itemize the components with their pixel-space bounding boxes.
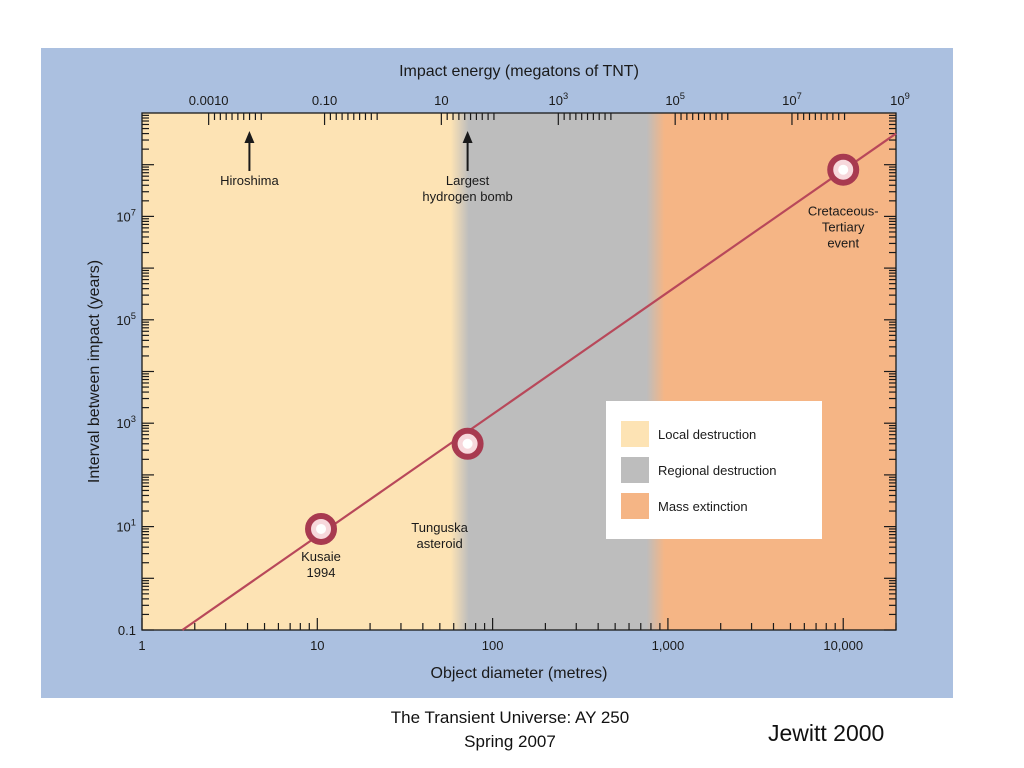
top-tick-label: 0.10 <box>312 93 337 108</box>
top-tick-label-base: 10 <box>665 93 679 108</box>
data-point-label: asteroid <box>416 536 462 551</box>
data-point-label: Cretaceous- <box>808 204 879 219</box>
legend-swatch <box>621 421 649 447</box>
data-point-label: Tunguska <box>411 520 468 535</box>
legend-swatch <box>621 457 649 483</box>
y-tick-label: 0.1 <box>118 623 136 638</box>
y-tick-label: 103 <box>116 414 136 431</box>
top-tick-label-exponent: 7 <box>797 91 802 101</box>
legend-label: Local destruction <box>658 427 756 442</box>
figure-panel: 1 10 100 1,000 10,000 0.1 101 103 105 107 0.0010 0.… <box>41 48 953 698</box>
y-tick-label-exponent: 3 <box>131 414 136 424</box>
top-tick-label-base: 0.10 <box>312 93 337 108</box>
y-tick-label-base: 0.1 <box>118 623 136 638</box>
annotation-label: Largest <box>446 173 490 188</box>
top-tick-label: 105 <box>665 91 685 108</box>
y-tick-label-base: 10 <box>116 416 130 431</box>
y-tick-label-base: 10 <box>116 520 130 535</box>
legend-swatch <box>621 493 649 519</box>
annotation-arrow-head <box>244 131 255 143</box>
impact-rate-line <box>181 132 897 631</box>
y-axis-title: Interval between impact (years) <box>86 260 103 483</box>
top-tick-label-base: 10 <box>890 93 904 108</box>
top-tick-label-base: 10 <box>434 93 448 108</box>
data-point-label: 1994 <box>307 565 336 580</box>
source-credit: Jewitt 2000 <box>768 720 885 746</box>
y-tick-label-base: 10 <box>116 313 130 328</box>
y-tick-label: 105 <box>116 311 136 328</box>
data-point-label: Kusaie <box>301 549 341 564</box>
x-tick-label: 1,000 <box>652 638 685 653</box>
top-tick-label: 103 <box>548 91 568 108</box>
data-point-center <box>838 164 849 175</box>
y-tick-label-exponent: 1 <box>131 518 136 528</box>
y-tick-label-exponent: 7 <box>131 207 136 217</box>
x-tick-label: 10,000 <box>823 638 863 653</box>
x-axis-title: Object diameter (metres) <box>431 665 608 682</box>
footer-line-2: Spring 2007 <box>464 732 556 751</box>
top-tick-label-exponent: 5 <box>680 91 685 101</box>
top-tick-label: 107 <box>782 91 802 108</box>
y-tick-label-exponent: 5 <box>131 311 136 321</box>
top-tick-label-base: 10 <box>782 93 796 108</box>
data-point-label: event <box>827 236 859 251</box>
footer-line-1: The Transient Universe: AY 250 <box>390 708 630 727</box>
region-background <box>142 113 896 630</box>
annotation-label: Hiroshima <box>220 173 279 188</box>
slide-footer: The Transient Universe: AY 250 Spring 20… <box>340 706 680 754</box>
top-axis-title: Impact energy (megatons of TNT) <box>399 63 639 80</box>
x-tick-label: 10 <box>310 638 324 653</box>
top-tick-label-exponent: 3 <box>563 91 568 101</box>
legend-label: Mass extinction <box>658 499 748 514</box>
data-point-center <box>316 523 327 534</box>
legend-label: Regional destruction <box>658 463 777 478</box>
y-tick-label: 101 <box>116 518 136 535</box>
top-tick-label-exponent: 9 <box>905 91 910 101</box>
top-tick-label: 10 <box>434 93 448 108</box>
data-point-label: Tertiary <box>822 220 865 235</box>
x-tick-label: 1 <box>138 638 145 653</box>
top-tick-label-base: 0.0010 <box>189 93 229 108</box>
annotation-label: hydrogen bomb <box>422 189 512 204</box>
y-tick-label-base: 10 <box>116 209 130 224</box>
data-point-center <box>462 438 473 449</box>
top-tick-label: 0.0010 <box>189 93 229 108</box>
annotation-arrow-head <box>462 131 473 143</box>
y-tick-label: 107 <box>116 207 136 224</box>
top-tick-label-base: 10 <box>548 93 562 108</box>
top-tick-label: 109 <box>890 91 910 108</box>
region-mass-extinction <box>656 113 896 630</box>
x-tick-label: 100 <box>482 638 504 653</box>
